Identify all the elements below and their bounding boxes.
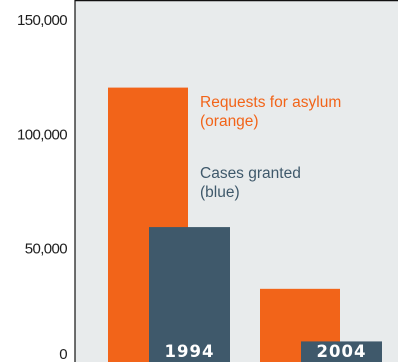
y-tick-label-150000: 150,000: [17, 12, 67, 29]
category-label-1994: 1994: [165, 342, 215, 361]
category-label-2004: 2004: [317, 342, 367, 361]
legend-series-0-line-0: Requests for asylum: [200, 94, 341, 111]
legend-series-0-line-1: (orange): [200, 113, 259, 130]
legend-series-1-line-0: Cases granted: [200, 165, 301, 182]
y-tick-label-100000: 100,000: [17, 126, 67, 143]
y-tick-label-0: 0: [59, 346, 67, 362]
y-axis-tick-labels: 0 50,000 100,000 150,000: [17, 12, 67, 362]
legend-series-1-line-1: (blue): [200, 184, 240, 201]
y-tick-label-50000: 50,000: [25, 241, 68, 258]
